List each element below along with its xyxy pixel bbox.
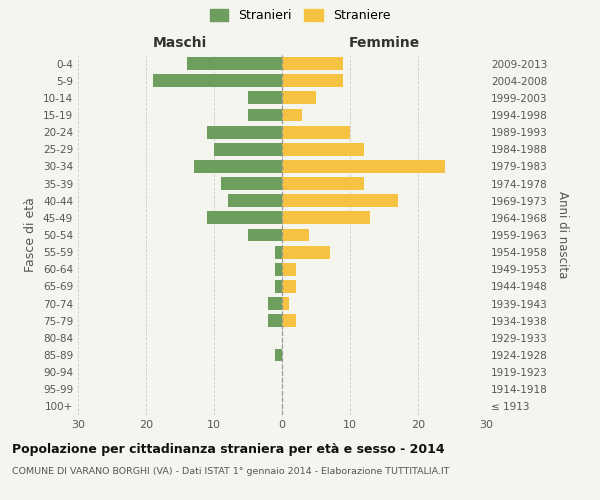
Bar (221, 177, 282, 190)
Bar (282, 92, 316, 104)
Bar (248, 108, 282, 122)
Bar (282, 280, 296, 293)
Y-axis label: Anni di nascita: Anni di nascita (556, 192, 569, 278)
Bar (248, 92, 282, 104)
Bar (282, 194, 398, 207)
Bar (214, 143, 282, 156)
Legend: Stranieri, Straniere: Stranieri, Straniere (209, 8, 391, 22)
Text: Femmine: Femmine (349, 36, 419, 50)
Bar (282, 143, 364, 156)
Bar (207, 126, 282, 138)
Bar (282, 74, 343, 87)
Bar (282, 246, 329, 258)
Bar (282, 314, 296, 327)
Text: Maschi: Maschi (153, 36, 207, 50)
Bar (282, 160, 445, 173)
Bar (282, 212, 370, 224)
Bar (207, 212, 282, 224)
Bar (282, 126, 350, 138)
Bar (282, 177, 364, 190)
Bar (275, 280, 282, 293)
Bar (248, 228, 282, 241)
Bar (282, 57, 343, 70)
Bar (268, 314, 282, 327)
Bar (275, 246, 282, 258)
Bar (282, 108, 302, 122)
Bar (275, 263, 282, 276)
Bar (282, 297, 289, 310)
Bar (282, 228, 309, 241)
Bar (187, 57, 282, 70)
Text: Popolazione per cittadinanza straniera per età e sesso - 2014: Popolazione per cittadinanza straniera p… (12, 442, 445, 456)
Bar (227, 194, 282, 207)
Bar (153, 74, 282, 87)
Bar (282, 263, 296, 276)
Bar (268, 297, 282, 310)
Y-axis label: Fasce di età: Fasce di età (25, 198, 37, 272)
Bar (275, 348, 282, 362)
Text: COMUNE DI VARANO BORGHI (VA) - Dati ISTAT 1° gennaio 2014 - Elaborazione TUTTITA: COMUNE DI VARANO BORGHI (VA) - Dati ISTA… (12, 468, 449, 476)
Bar (194, 160, 282, 173)
